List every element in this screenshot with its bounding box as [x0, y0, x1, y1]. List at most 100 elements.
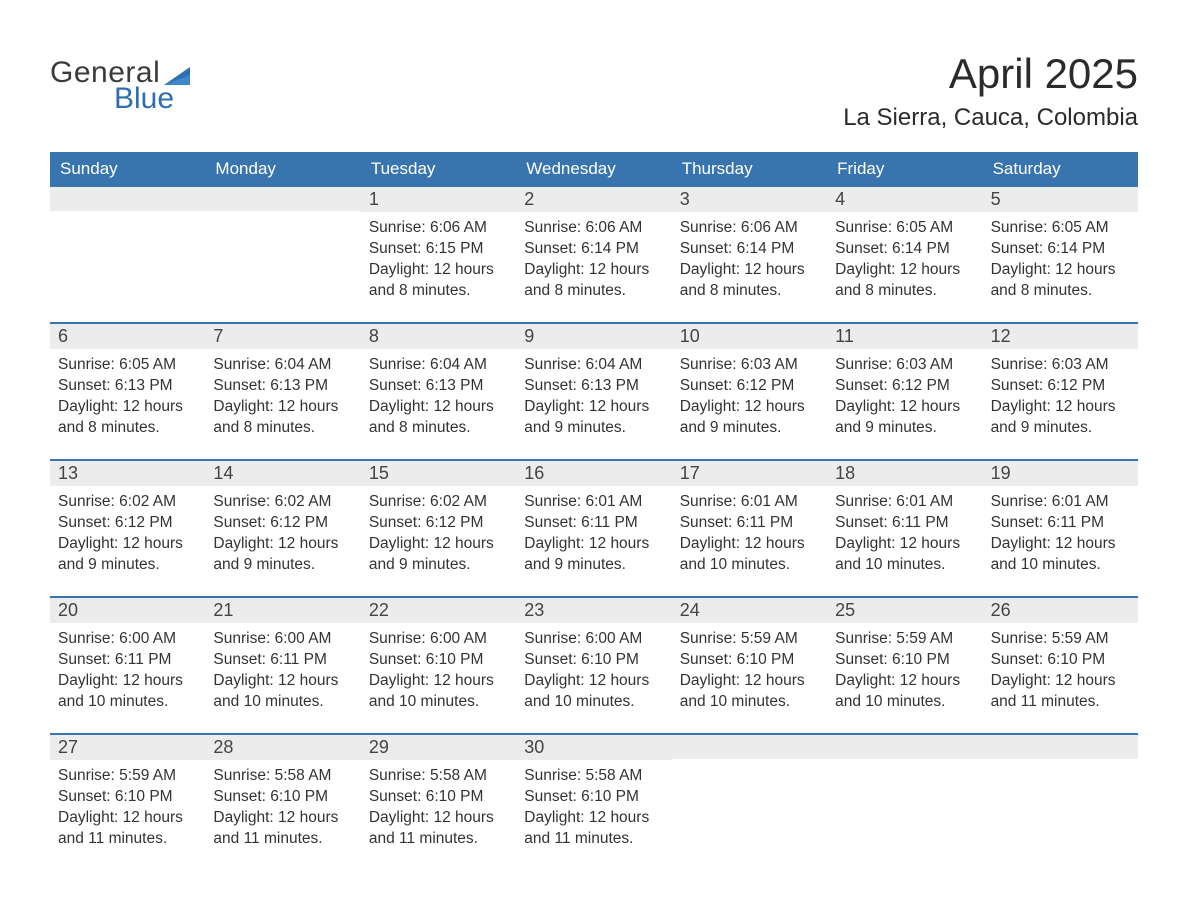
weeks-container: 1Sunrise: 6:06 AMSunset: 6:15 PMDaylight…	[50, 187, 1138, 856]
day-number: 10	[672, 324, 827, 349]
sunset-line: Sunset: 6:10 PM	[213, 787, 352, 808]
sunset-line: Sunset: 6:12 PM	[835, 376, 974, 397]
day-number: 9	[516, 324, 671, 349]
daylight-line: Daylight: 12 hours and 10 minutes.	[213, 671, 352, 713]
daylight-line: Daylight: 12 hours and 10 minutes.	[58, 671, 197, 713]
calendar-day: 8Sunrise: 6:04 AMSunset: 6:13 PMDaylight…	[361, 324, 516, 445]
sunset-line: Sunset: 6:10 PM	[680, 650, 819, 671]
daylight-line: Daylight: 12 hours and 11 minutes.	[213, 808, 352, 850]
day-number: 29	[361, 735, 516, 760]
sunrise-line: Sunrise: 5:59 AM	[835, 629, 974, 650]
calendar-week: 27Sunrise: 5:59 AMSunset: 6:10 PMDayligh…	[50, 733, 1138, 856]
day-details	[672, 759, 827, 855]
day-details	[983, 759, 1138, 855]
sunrise-line: Sunrise: 6:04 AM	[213, 355, 352, 376]
day-number: 13	[50, 461, 205, 486]
sunset-line: Sunset: 6:13 PM	[58, 376, 197, 397]
day-number: 21	[205, 598, 360, 623]
day-details	[205, 211, 360, 307]
calendar-day: 30Sunrise: 5:58 AMSunset: 6:10 PMDayligh…	[516, 735, 671, 856]
calendar-day: 12Sunrise: 6:03 AMSunset: 6:12 PMDayligh…	[983, 324, 1138, 445]
sunset-line: Sunset: 6:14 PM	[524, 239, 663, 260]
sunrise-line: Sunrise: 6:04 AM	[369, 355, 508, 376]
day-number: 12	[983, 324, 1138, 349]
day-number: 3	[672, 187, 827, 212]
day-number: 8	[361, 324, 516, 349]
dow-sunday: Sunday	[50, 152, 205, 187]
calendar-day: 2Sunrise: 6:06 AMSunset: 6:14 PMDaylight…	[516, 187, 671, 308]
calendar-day: 21Sunrise: 6:00 AMSunset: 6:11 PMDayligh…	[205, 598, 360, 719]
day-number: 4	[827, 187, 982, 212]
daylight-line: Daylight: 12 hours and 10 minutes.	[835, 534, 974, 576]
calendar-day	[983, 735, 1138, 856]
day-number: 20	[50, 598, 205, 623]
sunrise-line: Sunrise: 6:02 AM	[58, 492, 197, 513]
sunset-line: Sunset: 6:11 PM	[58, 650, 197, 671]
day-details: Sunrise: 6:04 AMSunset: 6:13 PMDaylight:…	[516, 349, 671, 445]
day-of-week-header: Sunday Monday Tuesday Wednesday Thursday…	[50, 152, 1138, 187]
sunset-line: Sunset: 6:11 PM	[991, 513, 1130, 534]
dow-tuesday: Tuesday	[361, 152, 516, 187]
day-details: Sunrise: 5:58 AMSunset: 6:10 PMDaylight:…	[205, 760, 360, 856]
daylight-line: Daylight: 12 hours and 10 minutes.	[680, 534, 819, 576]
day-number	[50, 187, 205, 211]
calendar-day: 29Sunrise: 5:58 AMSunset: 6:10 PMDayligh…	[361, 735, 516, 856]
dow-wednesday: Wednesday	[516, 152, 671, 187]
sunrise-line: Sunrise: 6:03 AM	[680, 355, 819, 376]
day-details: Sunrise: 6:01 AMSunset: 6:11 PMDaylight:…	[983, 486, 1138, 582]
daylight-line: Daylight: 12 hours and 10 minutes.	[524, 671, 663, 713]
day-number: 1	[361, 187, 516, 212]
daylight-line: Daylight: 12 hours and 9 minutes.	[369, 534, 508, 576]
sunset-line: Sunset: 6:11 PM	[524, 513, 663, 534]
daylight-line: Daylight: 12 hours and 8 minutes.	[524, 260, 663, 302]
sunset-line: Sunset: 6:10 PM	[835, 650, 974, 671]
sunset-line: Sunset: 6:13 PM	[369, 376, 508, 397]
day-number	[205, 187, 360, 211]
day-number	[827, 735, 982, 759]
day-number: 11	[827, 324, 982, 349]
day-number: 30	[516, 735, 671, 760]
daylight-line: Daylight: 12 hours and 10 minutes.	[991, 534, 1130, 576]
sunrise-line: Sunrise: 5:58 AM	[369, 766, 508, 787]
day-number: 2	[516, 187, 671, 212]
day-number: 7	[205, 324, 360, 349]
daylight-line: Daylight: 12 hours and 9 minutes.	[524, 534, 663, 576]
sunrise-line: Sunrise: 6:01 AM	[680, 492, 819, 513]
day-number: 27	[50, 735, 205, 760]
calendar-day: 15Sunrise: 6:02 AMSunset: 6:12 PMDayligh…	[361, 461, 516, 582]
day-number: 15	[361, 461, 516, 486]
sunset-line: Sunset: 6:13 PM	[524, 376, 663, 397]
day-number: 22	[361, 598, 516, 623]
day-details: Sunrise: 6:03 AMSunset: 6:12 PMDaylight:…	[983, 349, 1138, 445]
sunrise-line: Sunrise: 6:06 AM	[680, 218, 819, 239]
day-number: 25	[827, 598, 982, 623]
day-details: Sunrise: 6:00 AMSunset: 6:11 PMDaylight:…	[50, 623, 205, 719]
calendar-day: 26Sunrise: 5:59 AMSunset: 6:10 PMDayligh…	[983, 598, 1138, 719]
sunset-line: Sunset: 6:12 PM	[680, 376, 819, 397]
sunset-line: Sunset: 6:14 PM	[991, 239, 1130, 260]
calendar-day: 13Sunrise: 6:02 AMSunset: 6:12 PMDayligh…	[50, 461, 205, 582]
sunrise-line: Sunrise: 6:01 AM	[524, 492, 663, 513]
calendar-day	[50, 187, 205, 308]
daylight-line: Daylight: 12 hours and 9 minutes.	[835, 397, 974, 439]
calendar-day: 20Sunrise: 6:00 AMSunset: 6:11 PMDayligh…	[50, 598, 205, 719]
calendar-day	[827, 735, 982, 856]
sunrise-line: Sunrise: 6:01 AM	[991, 492, 1130, 513]
calendar-day: 25Sunrise: 5:59 AMSunset: 6:10 PMDayligh…	[827, 598, 982, 719]
calendar-day: 24Sunrise: 5:59 AMSunset: 6:10 PMDayligh…	[672, 598, 827, 719]
day-details: Sunrise: 5:59 AMSunset: 6:10 PMDaylight:…	[50, 760, 205, 856]
header-region: General Blue April 2025 La Sierra, Cauca…	[50, 40, 1138, 142]
sunrise-line: Sunrise: 6:00 AM	[524, 629, 663, 650]
calendar-week: 20Sunrise: 6:00 AMSunset: 6:11 PMDayligh…	[50, 596, 1138, 719]
calendar-day: 5Sunrise: 6:05 AMSunset: 6:14 PMDaylight…	[983, 187, 1138, 308]
location-subtitle: La Sierra, Cauca, Colombia	[843, 104, 1138, 132]
day-details	[50, 211, 205, 307]
day-details: Sunrise: 5:58 AMSunset: 6:10 PMDaylight:…	[516, 760, 671, 856]
calendar-day: 10Sunrise: 6:03 AMSunset: 6:12 PMDayligh…	[672, 324, 827, 445]
day-details: Sunrise: 6:03 AMSunset: 6:12 PMDaylight:…	[672, 349, 827, 445]
day-details: Sunrise: 6:02 AMSunset: 6:12 PMDaylight:…	[361, 486, 516, 582]
daylight-line: Daylight: 12 hours and 9 minutes.	[58, 534, 197, 576]
sunset-line: Sunset: 6:11 PM	[835, 513, 974, 534]
day-number: 24	[672, 598, 827, 623]
daylight-line: Daylight: 12 hours and 9 minutes.	[680, 397, 819, 439]
